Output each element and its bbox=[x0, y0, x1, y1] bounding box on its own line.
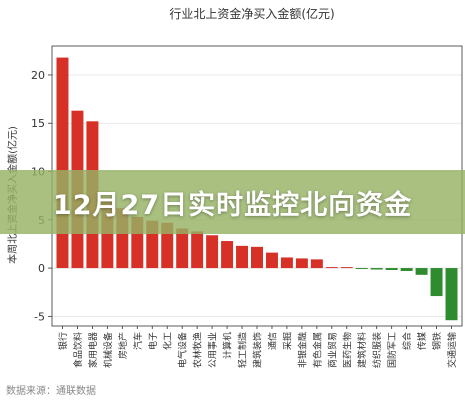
bar-18 bbox=[325, 267, 338, 269]
bar-4 bbox=[116, 208, 129, 269]
x-tick-label-25: 钢铁 bbox=[431, 332, 443, 350]
bar-16 bbox=[295, 258, 308, 269]
bar-6 bbox=[146, 220, 159, 269]
bar-5 bbox=[131, 216, 144, 269]
bar-10 bbox=[206, 235, 219, 269]
bar-17 bbox=[310, 259, 323, 269]
x-tick-label-20: 建筑材料 bbox=[356, 332, 368, 368]
data-source-note: 数据来源：通联数据 bbox=[6, 386, 96, 397]
bar-21 bbox=[370, 268, 383, 270]
x-tick-label-6: 电子 bbox=[147, 332, 159, 350]
x-tick-label-0: 银行 bbox=[57, 332, 69, 350]
bar-8 bbox=[176, 228, 189, 269]
x-tick-label-13: 建筑装饰 bbox=[252, 332, 264, 368]
bar-19 bbox=[340, 267, 353, 269]
x-tick-label-7: 化工 bbox=[162, 332, 174, 350]
x-tick-label-11: 计算机 bbox=[222, 332, 234, 359]
y-tick-label: 0 bbox=[38, 262, 45, 275]
x-tick-label-19: 医药生物 bbox=[341, 332, 353, 368]
bar-22 bbox=[385, 268, 398, 270]
bar-25 bbox=[430, 268, 443, 297]
x-tick-label-21: 纺织服装 bbox=[371, 332, 383, 368]
x-tick-label-8: 电气设备 bbox=[177, 332, 189, 368]
x-tick-label-24: 传媒 bbox=[416, 332, 428, 350]
x-tick-label-12: 轻工制造 bbox=[237, 332, 249, 368]
x-tick-label-4: 房地产 bbox=[117, 332, 129, 359]
x-tick-label-1: 食品饮料 bbox=[72, 332, 84, 368]
bar-20 bbox=[355, 268, 368, 270]
x-tick-label-9: 农林牧渔 bbox=[192, 332, 204, 368]
x-tick-label-26: 交通运输 bbox=[446, 332, 458, 368]
bar-9 bbox=[191, 231, 204, 269]
x-tick-label-22: 国防军工 bbox=[386, 332, 398, 368]
x-tick-label-18: 商业贸易 bbox=[326, 332, 338, 368]
bar-12 bbox=[236, 245, 249, 269]
bar-0 bbox=[56, 57, 69, 269]
y-tick-label: 20 bbox=[31, 69, 45, 82]
y-tick-label: 15 bbox=[31, 117, 45, 130]
x-tick-label-5: 汽车 bbox=[132, 332, 144, 350]
bar-23 bbox=[400, 268, 413, 271]
x-tick-label-16: 非银金融 bbox=[296, 332, 308, 368]
bar-7 bbox=[161, 222, 174, 269]
chart-title: 行业北上资金净买入金额(亿元) bbox=[169, 6, 334, 21]
bar-26 bbox=[445, 268, 458, 321]
x-tick-label-3: 机械设备 bbox=[102, 332, 114, 368]
x-tick-label-10: 公用事业 bbox=[207, 332, 219, 368]
x-tick-label-2: 家用电器 bbox=[87, 332, 99, 368]
y-tick-label: -5 bbox=[34, 310, 45, 323]
bar-24 bbox=[415, 268, 428, 275]
x-tick-labels: 银行 食品饮料 家用电器 机械设备 房地产 汽车 电子 化工 电气设备 农林牧渔 公用事业 计算机 轻工… bbox=[57, 326, 458, 368]
headline-text: 12月27日实时监控北向资金 bbox=[52, 189, 413, 221]
x-tick-label-15: 采掘 bbox=[281, 332, 293, 350]
x-tick-label-17: 有色金属 bbox=[311, 332, 323, 368]
x-tick-label-23: 综合 bbox=[401, 332, 413, 350]
bar-11 bbox=[221, 241, 234, 269]
bar-13 bbox=[251, 246, 263, 269]
bar-15 bbox=[280, 257, 293, 269]
bar-14 bbox=[265, 252, 278, 269]
x-tick-label-14: 通信 bbox=[266, 332, 278, 350]
headline-banner: 12月27日实时监控北向资金 bbox=[0, 170, 465, 234]
